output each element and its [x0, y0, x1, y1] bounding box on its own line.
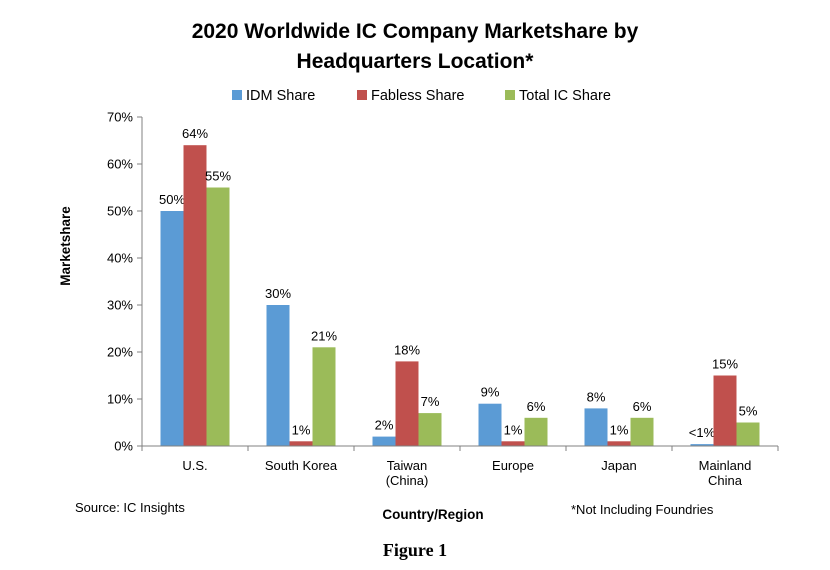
x-axis-title: Country/Region — [382, 507, 483, 522]
y-tick-label: 40% — [107, 251, 133, 266]
x-tick-label: Taiwan — [387, 458, 427, 473]
data-label: 18% — [394, 342, 420, 357]
bar-idm-share-taiwan-china — [372, 436, 396, 446]
data-label: <1% — [689, 425, 716, 440]
x-tick-label: Mainland — [699, 458, 752, 473]
bar-fabless-share-taiwan-china — [395, 361, 419, 446]
data-label: 6% — [633, 399, 652, 414]
bar-fabless-share-japan — [607, 441, 631, 446]
source-note: Source: IC Insights — [75, 500, 185, 515]
bar-total-ic-share-south-korea — [312, 347, 336, 446]
bar-fabless-share-mainland-china — [713, 375, 737, 446]
bar-idm-share-u-s — [160, 211, 184, 446]
legend-swatch-idm-share — [232, 90, 242, 100]
bar-fabless-share-u-s — [183, 145, 207, 446]
y-tick-label: 20% — [107, 345, 133, 360]
data-label: 1% — [610, 422, 629, 437]
y-tick-label: 70% — [107, 110, 133, 125]
y-tick-label: 30% — [107, 298, 133, 313]
data-label: 2% — [375, 418, 394, 433]
x-tick-label: (China) — [386, 473, 429, 488]
y-tick-label: 0% — [114, 439, 133, 454]
legend-label-idm-share: IDM Share — [246, 88, 315, 104]
data-label: 8% — [587, 389, 606, 404]
data-label: 5% — [739, 404, 758, 419]
x-tick-label: South Korea — [265, 458, 338, 473]
y-tick-label: 60% — [107, 157, 133, 172]
x-tick-label: Japan — [601, 458, 636, 473]
y-axis-title: Marketshare — [58, 206, 73, 286]
bar-idm-share-japan — [584, 408, 608, 446]
bars: 50% 30% 2% 9% 8% <1% 64% 1% 18% 1% 1% 15% 55% 21% 7% 6%… — [159, 126, 760, 446]
data-label: 21% — [311, 328, 337, 343]
y-axis: 0% 10% 20% 30% 40% 50% 60% 70% — [107, 110, 143, 454]
x-tick-label: China — [708, 473, 743, 488]
bar-total-ic-share-mainland-china — [736, 422, 760, 446]
chart-title-line2: Headquarters Location* — [297, 50, 535, 73]
data-label: 15% — [712, 357, 738, 372]
bar-fabless-share-europe — [501, 441, 525, 446]
bar-idm-share-mainland-china — [690, 444, 714, 446]
data-label: 7% — [421, 394, 440, 409]
data-label: 9% — [481, 385, 500, 400]
data-label: 50% — [159, 192, 185, 207]
x-axis: U.S. South Korea Taiwan(China) Europe Japan M… — [141, 445, 779, 488]
bar-total-ic-share-japan — [630, 417, 654, 446]
footnote: *Not Including Foundries — [571, 502, 714, 517]
bar-idm-share-south-korea — [266, 305, 290, 446]
legend-label-total-ic-share: Total IC Share — [519, 88, 611, 104]
data-label: 1% — [504, 422, 523, 437]
chart-title-line1: 2020 Worldwide IC Company Marketshare by — [192, 20, 639, 43]
legend-label-fabless-share: Fabless Share — [371, 88, 465, 104]
bar-total-ic-share-taiwan-china — [418, 413, 442, 446]
bar-total-ic-share-u-s — [206, 187, 230, 446]
y-tick-label: 10% — [107, 392, 133, 407]
bar-fabless-share-south-korea — [289, 441, 313, 446]
legend-swatch-fabless-share — [357, 90, 367, 100]
x-tick-label: Europe — [492, 458, 534, 473]
bar-total-ic-share-europe — [524, 417, 548, 446]
y-tick-label: 50% — [107, 204, 133, 219]
bar-chart: 2020 Worldwide IC Company Marketshare by… — [58, 20, 779, 522]
legend: IDM Share Fabless Share Total IC Share — [232, 88, 611, 104]
data-label: 6% — [527, 399, 546, 414]
data-label: 55% — [205, 169, 231, 184]
data-label: 64% — [182, 126, 208, 141]
bar-idm-share-europe — [478, 403, 502, 446]
figure-caption: Figure 1 — [382, 540, 448, 560]
data-label: 1% — [292, 422, 311, 437]
data-label: 30% — [265, 286, 291, 301]
legend-swatch-total-ic-share — [505, 90, 515, 100]
x-tick-label: U.S. — [182, 458, 207, 473]
